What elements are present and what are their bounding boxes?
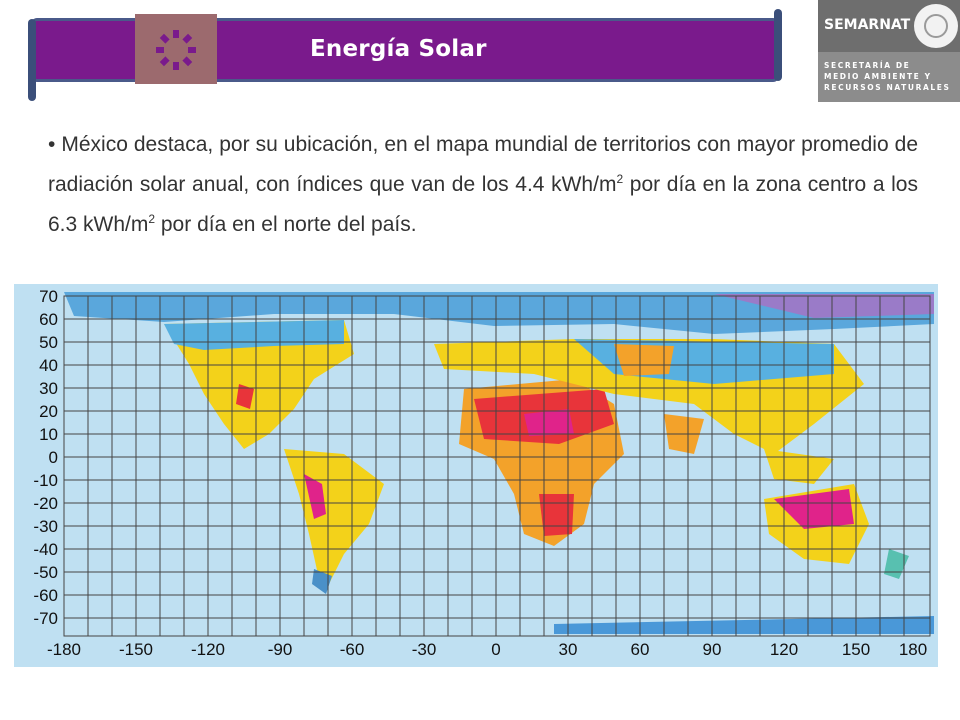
y-axis-label: -40 — [33, 540, 58, 559]
y-axis-label: 60 — [39, 310, 58, 329]
paragraph-text-1: México destaca, por su ubicación, en el … — [48, 133, 918, 196]
y-axis-label: -10 — [33, 471, 58, 490]
semarnat-logo: SEMARNAT SECRETARÍA DE MEDIO AMBIENTE Y … — [818, 0, 960, 102]
bullet: • — [48, 133, 56, 156]
y-axis-label: 40 — [39, 356, 58, 375]
logo-subtitle-line: MEDIO AMBIENTE Y — [824, 72, 932, 81]
superscript: 2 — [148, 212, 156, 226]
y-axis-label: -60 — [33, 586, 58, 605]
logo-name: SEMARNAT — [824, 17, 911, 33]
paragraph-text-2: por día en la zona centro a los 6.3 kWh/… — [48, 173, 918, 236]
x-axis-label: 180 — [898, 640, 928, 659]
y-axis-label: 20 — [39, 402, 58, 421]
banner-scroll-left — [28, 19, 36, 101]
x-axis-label: 0 — [491, 640, 501, 659]
y-axis-label: -30 — [33, 517, 58, 536]
y-axis-label: -20 — [33, 494, 58, 513]
y-axis-label: 0 — [48, 448, 58, 467]
paragraph-text-3: por día en el norte del país. — [155, 213, 417, 236]
x-axis-label: 150 — [841, 640, 871, 659]
y-axis-label: -70 — [33, 609, 58, 628]
solar-radiation-map: 70 60 50 40 30 20 10 0 -10 -20 -30 -40 -… — [14, 284, 938, 667]
x-axis-label: -180 — [46, 640, 82, 659]
x-axis-label: -150 — [118, 640, 154, 659]
x-axis-label: 60 — [630, 640, 650, 659]
map-grid — [63, 295, 931, 637]
x-axis-label: -60 — [339, 640, 365, 659]
logo-subtitle-line: RECURSOS NATURALES — [824, 83, 951, 92]
y-axis-label: 70 — [39, 287, 58, 306]
x-axis-label: 120 — [769, 640, 799, 659]
page-title: Energía Solar — [310, 36, 487, 62]
x-axis-label: -30 — [411, 640, 437, 659]
sun-icon-box — [135, 14, 217, 84]
map-graphic — [63, 292, 934, 637]
logo-subtitle-line: SECRETARÍA DE — [824, 61, 911, 70]
land-masses — [64, 292, 934, 634]
x-axis-label: -120 — [190, 640, 226, 659]
y-axis-label: -50 — [33, 563, 58, 582]
y-axis-label: 10 — [39, 425, 58, 444]
x-axis-label: -90 — [267, 640, 293, 659]
y-axis-label: 50 — [39, 333, 58, 352]
x-axis-label: 90 — [702, 640, 722, 659]
body-paragraph: • México destaca, por su ubicación, en e… — [48, 127, 918, 242]
banner-scroll-right — [774, 9, 782, 81]
y-axis-label: 30 — [39, 379, 58, 398]
x-axis-label: 30 — [558, 640, 578, 659]
logo-subtitle: SECRETARÍA DE MEDIO AMBIENTE Y RECURSOS … — [824, 60, 950, 93]
superscript: 2 — [616, 172, 624, 186]
mexico-coat-of-arms-icon — [914, 4, 958, 48]
sun-icon — [156, 30, 196, 70]
